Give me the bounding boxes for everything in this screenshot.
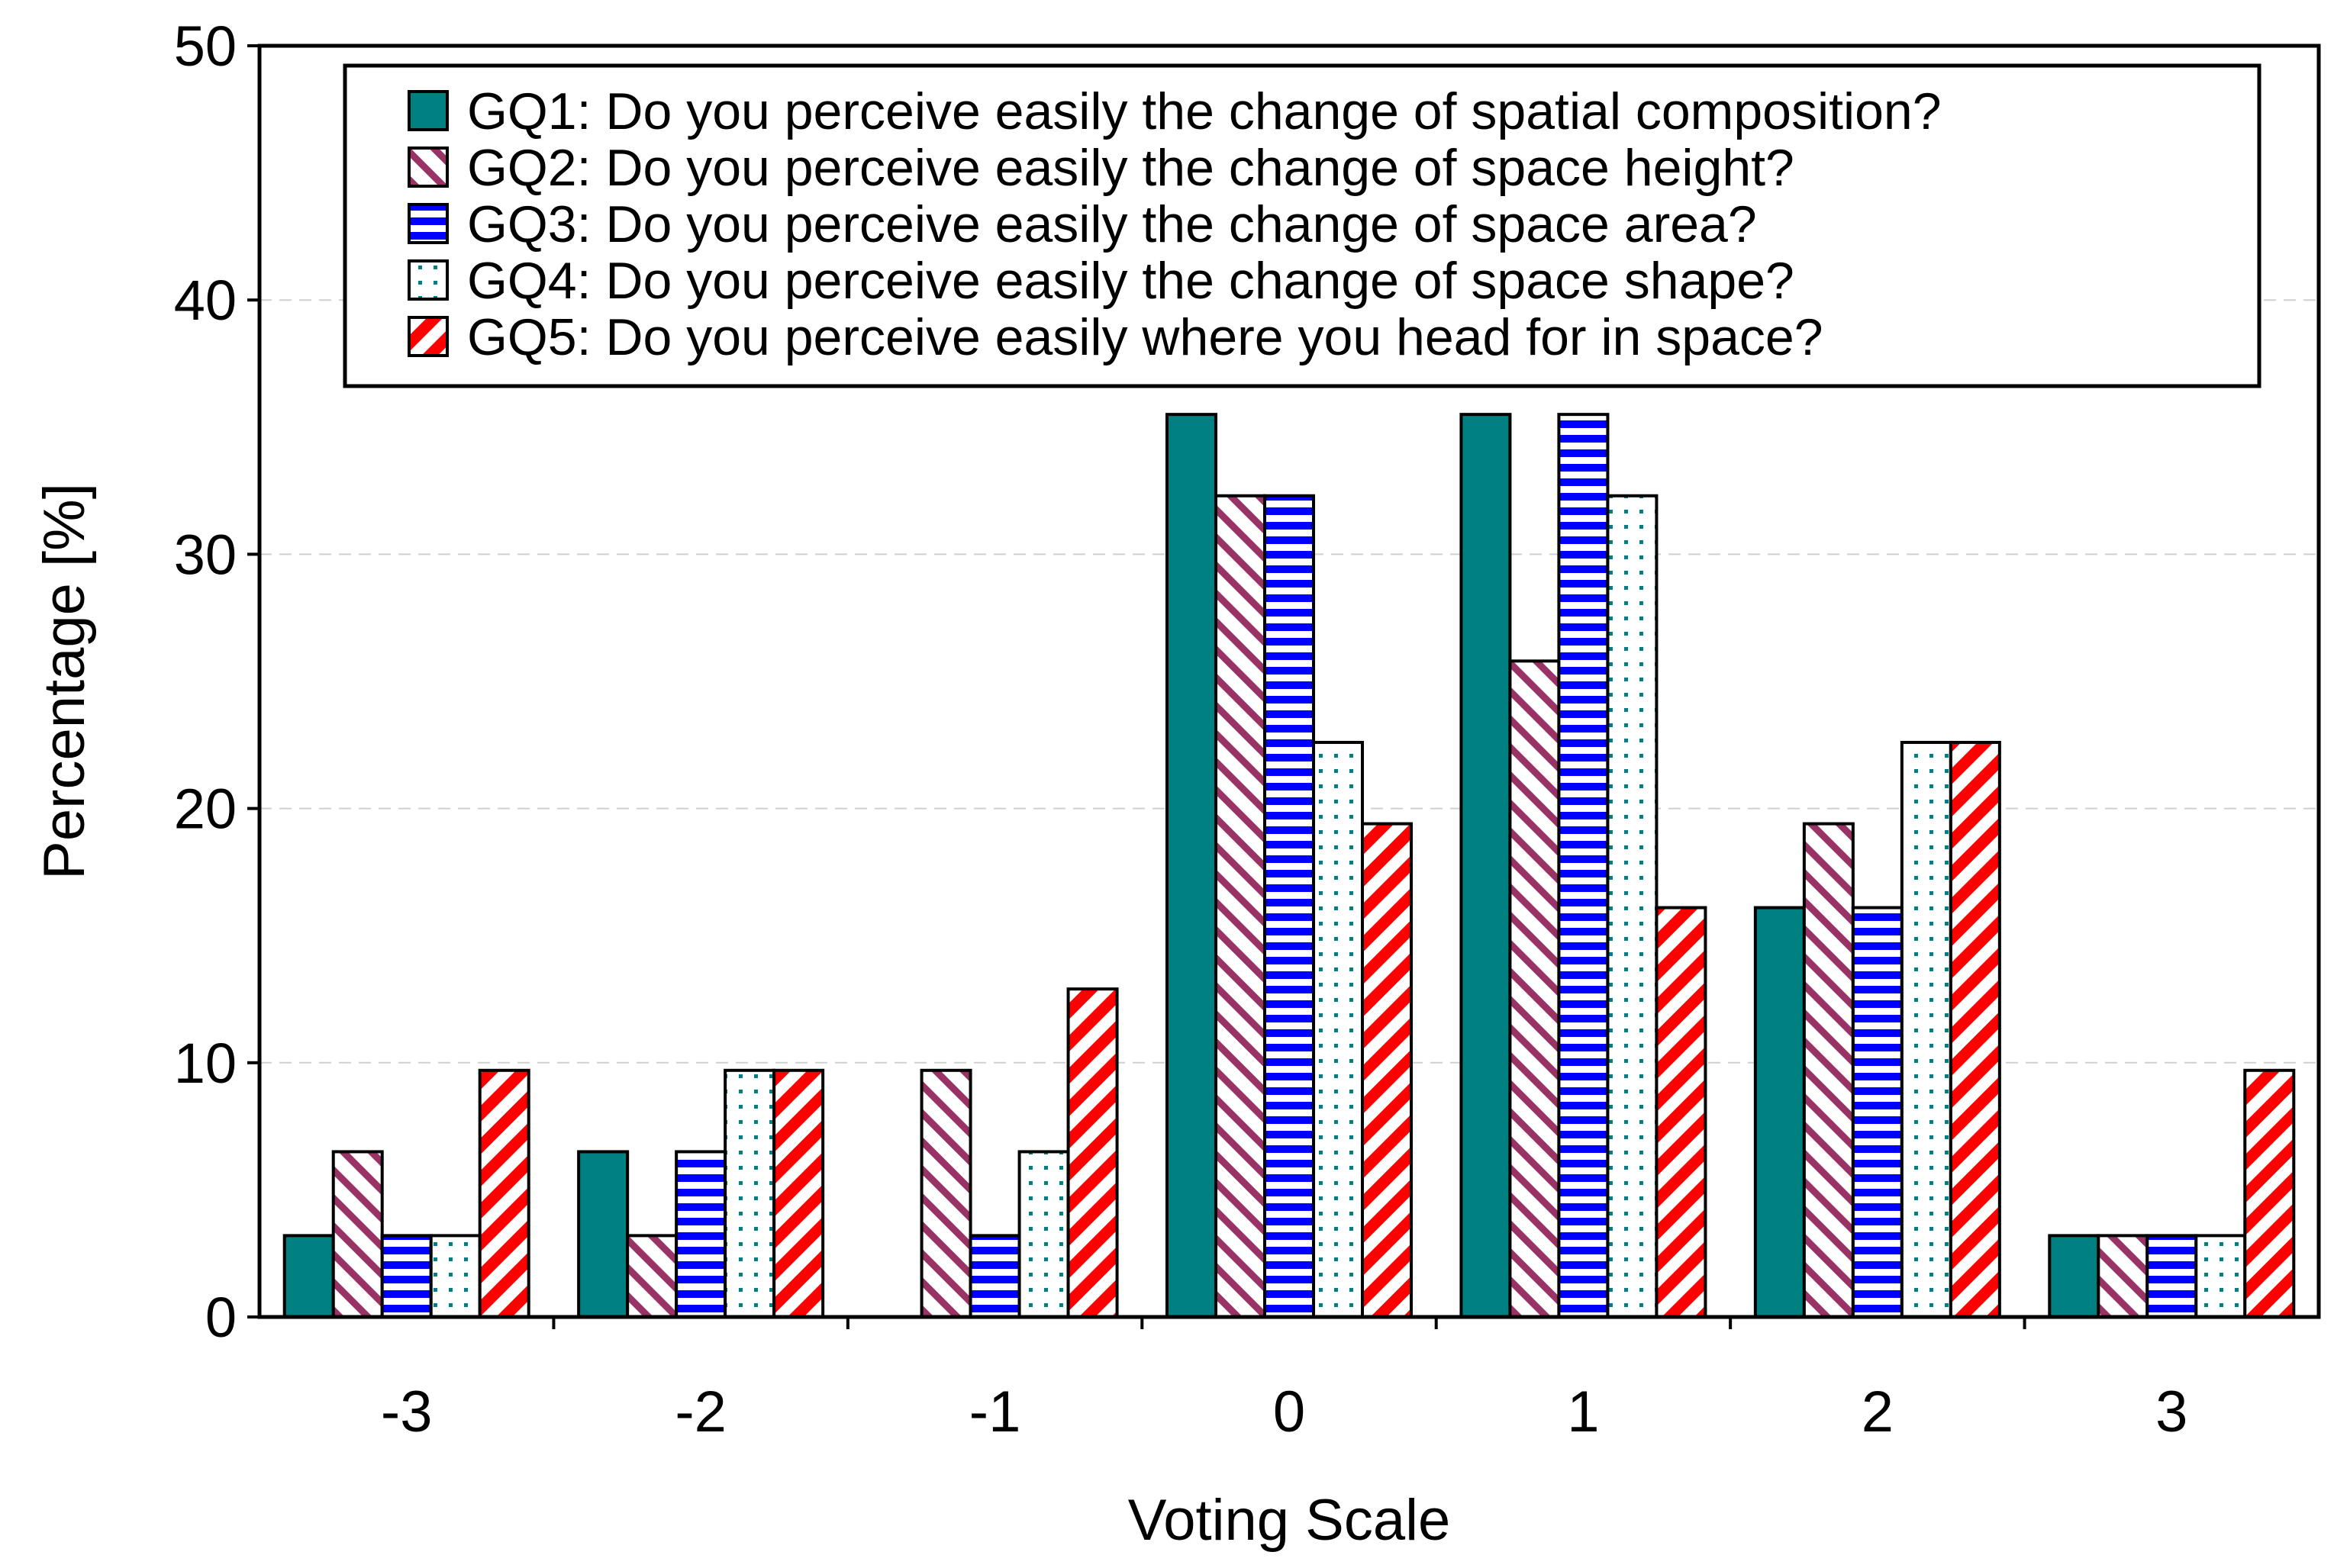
legend: GQ1: Do you perceive easily the change o… [343, 63, 2261, 388]
bar-gq5-cat--1 [1066, 987, 1119, 1318]
x-axis-ticks: -3 -2 -1 0 1 2 3 [381, 1317, 2187, 1444]
bar-gq1-cat--3 [282, 1234, 335, 1318]
bar-gq4-cat-1 [1606, 494, 1659, 1318]
bar-gq4-cat-3 [2194, 1234, 2247, 1318]
bar-gq4-cat-2 [1900, 740, 1952, 1318]
legend-label: GQ4: Do you perceive easily the change o… [467, 252, 1794, 310]
bar-gq1-cat-3 [2048, 1234, 2100, 1318]
legend-label: GQ5: Do you perceive easily where you he… [467, 308, 1823, 366]
legend-swatch [408, 316, 449, 357]
x-tick-label: -1 [969, 1380, 1021, 1444]
x-tick-label: -3 [381, 1380, 433, 1444]
bar-gq5-cat-3 [2243, 1068, 2296, 1319]
bar-gq1-cat--2 [577, 1150, 630, 1319]
plot-area-frame [257, 43, 2321, 1319]
x-tick-label: 2 [1862, 1380, 1894, 1444]
bar-gq2-cat--1 [920, 1068, 972, 1319]
bar-gq3-cat-0 [1263, 494, 1315, 1318]
legend-swatch [408, 203, 449, 244]
bar-gq2-cat--3 [331, 1150, 384, 1319]
bar-gq3-cat--1 [969, 1234, 1021, 1318]
x-tick-label: 3 [2155, 1380, 2187, 1444]
bar-gq3-cat-2 [1851, 906, 1904, 1318]
bar-gq5-cat--2 [772, 1068, 825, 1319]
bar-gq5-cat-2 [1949, 740, 2001, 1318]
bar-gq5-cat--3 [478, 1068, 530, 1319]
legend-label: GQ1: Do you perceive easily the change o… [467, 82, 1942, 140]
bar-gq2-cat-1 [1508, 659, 1561, 1318]
bar-gq2-cat-3 [2097, 1234, 2149, 1318]
y-tick-label: 0 [205, 1286, 237, 1349]
x-tick-label: 1 [1567, 1380, 1599, 1444]
y-tick-label: 20 [174, 778, 237, 841]
bar-gq4-cat--3 [429, 1234, 482, 1318]
bar-gq4-cat-0 [1312, 740, 1364, 1318]
bar-gq1-cat-2 [1753, 906, 1806, 1318]
x-tick-label: 0 [1273, 1380, 1305, 1444]
y-tick-label: 10 [174, 1032, 237, 1095]
bar-gq3-cat-3 [2145, 1234, 2198, 1318]
bar-gq3-cat--2 [675, 1150, 727, 1319]
legend-swatch [408, 146, 449, 188]
y-axis-ticks: 0 10 20 30 40 50 [174, 14, 260, 1349]
legend-label: GQ2: Do you perceive easily the change o… [467, 139, 1794, 197]
bar-gq4-cat--2 [724, 1068, 776, 1319]
bar-gq2-cat-0 [1214, 494, 1266, 1318]
legend-box [343, 63, 2261, 388]
bar-gq3-cat-1 [1557, 413, 1610, 1318]
legend-swatch [408, 90, 449, 131]
bar-gq3-cat--3 [380, 1234, 433, 1318]
legend-label: GQ3: Do you perceive easily the change o… [467, 195, 1757, 253]
x-tick-label: -2 [675, 1380, 727, 1444]
bar-gq2-cat--2 [626, 1234, 679, 1318]
bar-gq1-cat-0 [1165, 413, 1217, 1318]
bar-gq5-cat-0 [1361, 822, 1413, 1319]
bar-gq2-cat-2 [1802, 822, 1855, 1319]
bar-gq5-cat-1 [1655, 906, 1707, 1318]
legend-swatch [408, 259, 449, 301]
bar-gq4-cat--1 [1017, 1150, 1070, 1319]
bar-gq1-cat-1 [1459, 413, 1512, 1318]
y-tick-label: 50 [174, 14, 237, 78]
x-axis-label: Voting Scale [1128, 1488, 1451, 1553]
y-axis-label: Percentage [%] [32, 483, 97, 880]
y-tick-label: 30 [174, 523, 237, 586]
y-tick-label: 40 [174, 269, 237, 332]
bars [282, 413, 2296, 1319]
